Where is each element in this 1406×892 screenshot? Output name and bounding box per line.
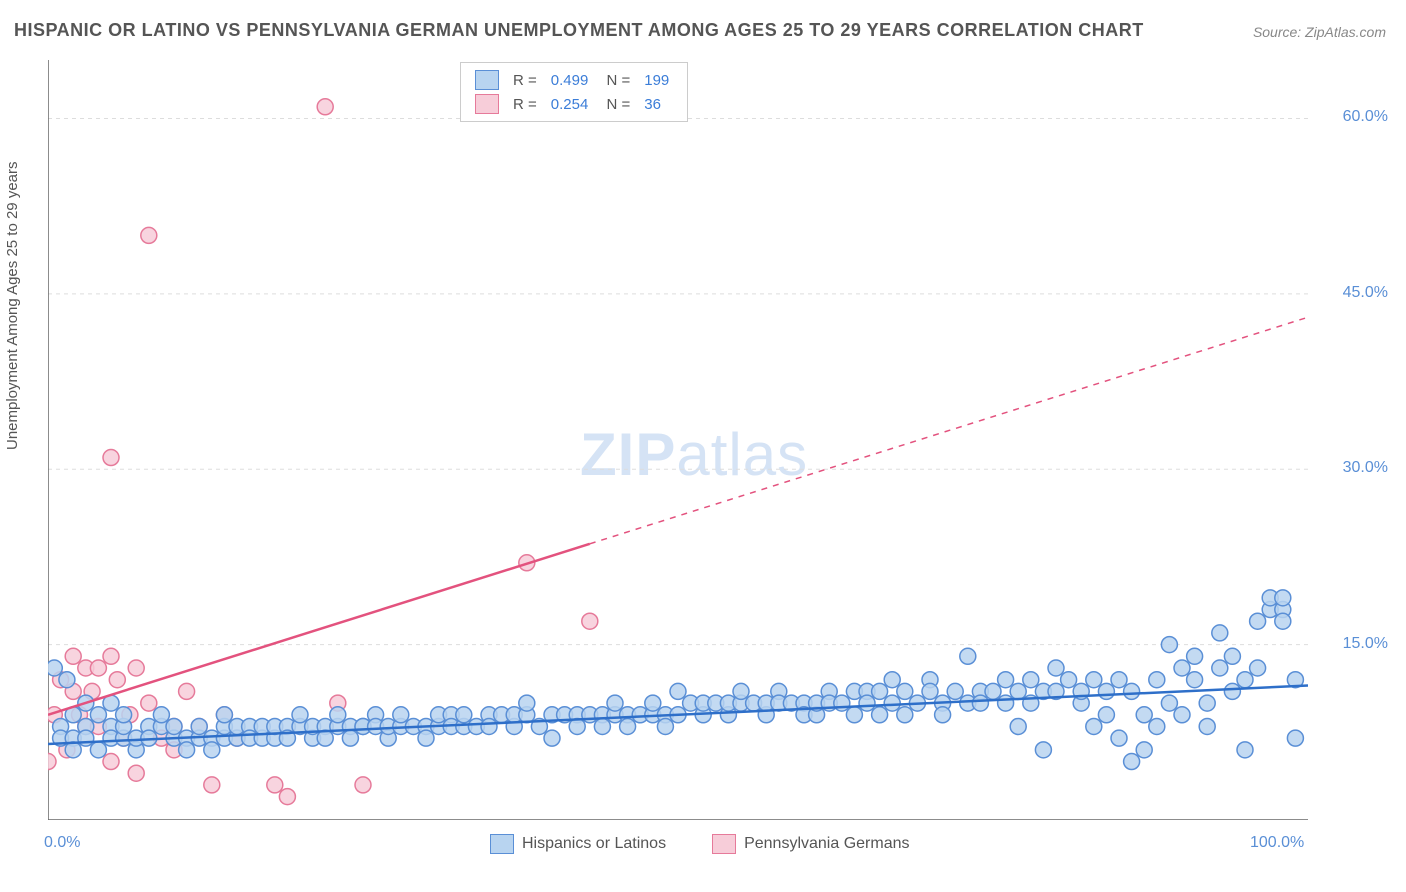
legend-row-series1: R = 0.499 N = 199 [469, 69, 675, 91]
swatch-icon [475, 94, 499, 114]
legend-r-label: R = [507, 93, 543, 115]
y-axis-label: Unemployment Among Ages 25 to 29 years [4, 161, 21, 450]
y-tick-label: 15.0% [1318, 635, 1388, 653]
correlation-chart [48, 60, 1308, 820]
swatch-icon [712, 834, 736, 854]
legend-n-value: 199 [638, 69, 675, 91]
legend-n-value: 36 [638, 93, 675, 115]
legend-r-label: R = [507, 69, 543, 91]
x-axis-max-label: 100.0% [1250, 834, 1304, 852]
swatch-icon [490, 834, 514, 854]
legend-r-value: 0.254 [545, 93, 595, 115]
y-tick-label: 60.0% [1318, 108, 1388, 126]
legend-n-label: N = [596, 69, 636, 91]
legend-series: Hispanics or Latinos Pennsylvania German… [490, 834, 910, 854]
legend-correlation: R = 0.499 N = 199 R = 0.254 N = 36 [460, 62, 688, 122]
chart-title: HISPANIC OR LATINO VS PENNSYLVANIA GERMA… [14, 20, 1144, 41]
legend-row-series2: R = 0.254 N = 36 [469, 93, 675, 115]
source-label: Source: ZipAtlas.com [1253, 24, 1386, 40]
y-tick-label: 45.0% [1318, 284, 1388, 302]
legend-r-value: 0.499 [545, 69, 595, 91]
y-tick-label: 30.0% [1318, 459, 1388, 477]
legend-label: Pennsylvania Germans [744, 835, 909, 853]
legend-n-label: N = [596, 93, 636, 115]
swatch-icon [475, 70, 499, 90]
x-axis-min-label: 0.0% [44, 834, 80, 852]
legend-label: Hispanics or Latinos [522, 835, 666, 853]
